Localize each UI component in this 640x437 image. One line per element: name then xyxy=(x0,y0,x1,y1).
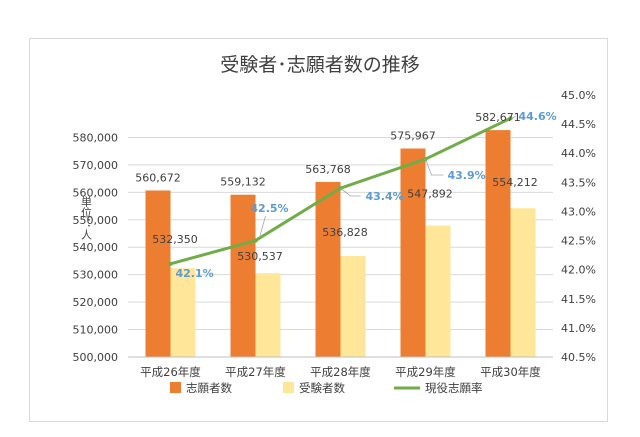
bars-layer xyxy=(145,130,536,357)
y2-tick-label: 41.5% xyxy=(561,293,596,306)
bar-value-label: 582,671 xyxy=(475,111,521,124)
x-tick-label: 平成30年度 xyxy=(480,365,541,379)
bar xyxy=(230,194,256,357)
y2-tick-label: 42.5% xyxy=(561,235,596,248)
chart-title: 受験者･志願者数の推移 xyxy=(220,54,420,76)
rate-label-leader xyxy=(512,115,516,119)
bar xyxy=(425,225,451,357)
axes-layer: 500,000 510,000 520,000 530,000 540,000 550,0… xyxy=(73,89,596,379)
bar-value-label: 532,350 xyxy=(152,233,198,246)
y-tick-label: 520,000 xyxy=(73,296,119,309)
legend-label: 受験者数 xyxy=(299,381,345,395)
rate-label-leader xyxy=(425,158,444,176)
bar-value-label: 563,768 xyxy=(305,163,351,176)
y2-tick-label: 41.0% xyxy=(561,322,596,335)
legend-label: 志願者数 xyxy=(186,381,232,395)
bar-value-label: 559,132 xyxy=(220,176,266,189)
bar-value-label: 530,537 xyxy=(237,250,283,263)
legend: 志願者数 受験者数 現役志願率 xyxy=(170,381,483,395)
y2-tick-label: 40.5% xyxy=(561,351,596,364)
legend-label: 現役志願率 xyxy=(425,381,483,395)
rate-label-leader xyxy=(259,215,266,238)
bar xyxy=(145,190,171,357)
rate-point xyxy=(253,238,258,243)
x-tick-label: 平成28年度 xyxy=(310,365,371,379)
y-axis-label: 単位：人 xyxy=(80,195,93,240)
y-tick-label: 510,000 xyxy=(73,324,119,337)
legend-swatch xyxy=(283,382,294,393)
rate-value-label: 42.1% xyxy=(176,267,214,280)
rate-label-leader xyxy=(340,187,361,197)
legend-swatch xyxy=(170,382,181,393)
y-tick-label: 580,000 xyxy=(73,131,119,144)
y-tick-label: 530,000 xyxy=(73,269,119,282)
x-tick-label: 平成26年度 xyxy=(140,365,201,379)
x-tick-label: 平成29年度 xyxy=(395,365,456,379)
rate-point xyxy=(508,116,513,121)
y2-tick-label: 44.5% xyxy=(561,118,596,131)
y2-tick-label: 43.5% xyxy=(561,176,596,189)
labels-layer: 560,672 559,132 563,768 575,967 582,671 532,3… xyxy=(135,110,556,280)
bar xyxy=(170,268,196,357)
bar-value-label: 560,672 xyxy=(135,171,181,184)
rate-value-label: 43.9% xyxy=(448,169,486,182)
rate-value-label: 44.6% xyxy=(519,110,557,123)
bar-value-label: 536,828 xyxy=(322,226,368,239)
bar xyxy=(485,130,511,357)
bar xyxy=(340,255,366,357)
bar-value-label: 575,967 xyxy=(390,130,436,143)
y-tick-label: 540,000 xyxy=(73,241,119,254)
rate-value-label: 43.4% xyxy=(366,190,404,203)
bar-value-label: 547,892 xyxy=(407,188,453,201)
bar-value-label: 554,212 xyxy=(492,176,538,189)
y-tick-label: 570,000 xyxy=(73,159,119,172)
y-tick-label: 500,000 xyxy=(73,351,119,364)
rate-point xyxy=(168,261,173,267)
bar xyxy=(255,273,281,357)
bar xyxy=(510,208,536,357)
y2-tick-label: 42.0% xyxy=(561,264,596,277)
bar xyxy=(400,148,426,357)
y-tick-label: 560,000 xyxy=(73,186,119,199)
x-tick-label: 平成27年度 xyxy=(225,365,286,379)
bar xyxy=(315,181,341,357)
y2-tick-label: 45.0% xyxy=(561,89,596,102)
y2-tick-label: 43.0% xyxy=(561,205,596,218)
y-tick-label: 550,000 xyxy=(73,214,119,227)
y2-tick-label: 44.0% xyxy=(561,147,596,160)
rate-value-label: 42.5% xyxy=(250,202,288,215)
